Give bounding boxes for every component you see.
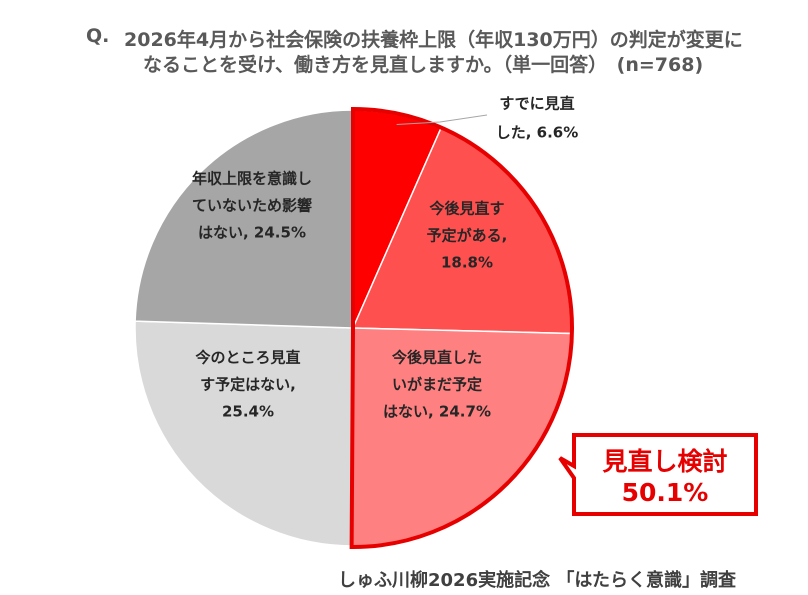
slice-label-plan-to-revise: 今後見直す (428, 200, 504, 218)
question-title-line1: 2026年4月から社会保険の扶養枠上限（年収130万円）の判定が変更に (124, 29, 743, 51)
slice-label-want-to-revise-no-plan: いがまだ予定 (392, 376, 482, 394)
question-title-line2: なることを受け、働き方を見直しますか。（単一回答） (n=768) (143, 54, 704, 76)
pie-slice-no-plan-for-now (134, 320, 354, 547)
callout-leader-line (396, 114, 488, 126)
slice-label-plan-to-revise: 18.8% (441, 254, 493, 272)
slice-label-want-to-revise-no-plan: はない, 24.7% (383, 403, 491, 421)
highlight-value: 50.1% (622, 478, 709, 507)
slice-label-plan-to-revise: 予定がある, (427, 227, 508, 245)
highlight-callout-box (558, 433, 758, 516)
slice-label-no-plan-for-now: 25.4% (222, 403, 274, 421)
slice-label-not-conscious-no-impact: 年収上限を意識し (192, 170, 312, 188)
slice-label-already-revised: すでに見直 (499, 95, 574, 113)
slice-label-no-plan-for-now: す予定はない, (200, 376, 296, 394)
slice-label-want-to-revise-no-plan: 今後見直した (391, 349, 482, 367)
slice-label-not-conscious-no-impact: ていないため影響 (192, 197, 312, 215)
question-prefix: Q. (86, 25, 110, 47)
slice-label-no-plan-for-now: 今のところ見直 (194, 349, 300, 367)
pie-slice-not-conscious-no-impact (134, 109, 354, 329)
highlight-title: 見直し検討 (602, 447, 727, 476)
slice-label-not-conscious-no-impact: はない, 24.5% (198, 224, 306, 242)
slice-label-already-revised: した, 6.6% (496, 124, 579, 142)
highlight-outline (349, 106, 574, 549)
survey-source: しゅふ川柳2026実施記念 「はたらく意識」調査 (338, 570, 737, 591)
